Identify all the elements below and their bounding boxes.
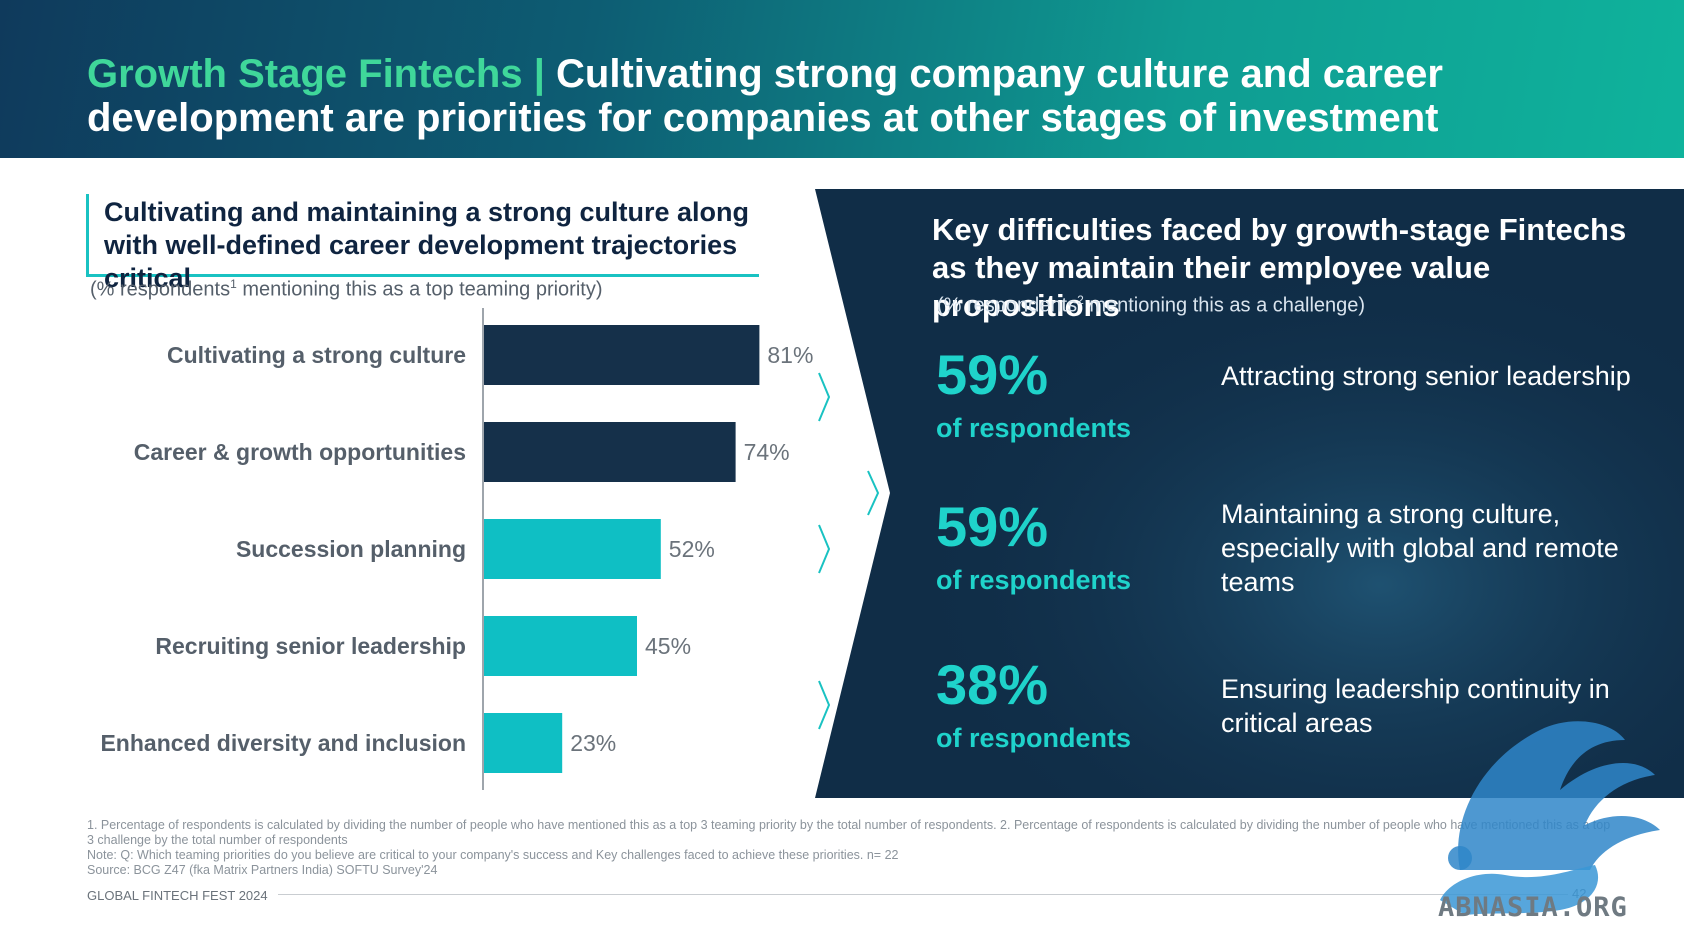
chart-category-label: Recruiting senior leadership (155, 633, 466, 659)
page-title: Growth Stage Fintechs | Cultivating stro… (87, 52, 1537, 140)
footnote-definitions: 1. Percentage of respondents is calculat… (87, 818, 1611, 847)
chevron-right-icon (818, 524, 831, 574)
stat-percentage: 38% (936, 653, 1049, 716)
chart-bar (484, 422, 736, 482)
left-subtitle-post: mentioning this as a top teaming priorit… (236, 278, 603, 301)
left-section-subtitle: (% respondents1 mentioning this as a top… (90, 277, 603, 302)
left-title-frame (86, 194, 759, 277)
chart-value-label: 45% (645, 633, 691, 659)
chart-value-label: 52% (669, 536, 715, 562)
stat-description: Maintaining a strong culture, especially… (1221, 499, 1619, 597)
left-subtitle-footnote-ref: 1 (230, 277, 237, 291)
footnote-source: Source: BCG Z47 (fka Matrix Partners Ind… (87, 863, 438, 877)
chart-category-label: Career & growth opportunities (134, 439, 466, 465)
panel-arrow-chevron-icon (867, 470, 880, 516)
panel-subtitle: (% respondents2 mentioning this as a cha… (937, 293, 1365, 318)
chart-bar (484, 616, 637, 676)
footer-divider (278, 894, 1568, 895)
watermark-logo-icon (1440, 721, 1660, 915)
stat-block: 59% of respondents (936, 497, 1131, 596)
chart-category-label: Cultivating a strong culture (167, 342, 466, 368)
challenges-panel: Key difficulties faced by growth-stage F… (815, 189, 1684, 798)
stat-block: 38% of respondents (936, 655, 1131, 754)
stat-label: of respondents (936, 413, 1132, 443)
stat-percentage: 59% (936, 343, 1049, 406)
page-title-accent: Growth Stage Fintechs | (87, 52, 545, 96)
stat-label: of respondents (936, 565, 1132, 595)
watermark-text: ABNASIA.ORG (1438, 892, 1628, 923)
page-title-text: Cultivating strong company culture and c… (87, 52, 1443, 140)
teaming-priorities-bar-chart: Cultivating a strong culture 81% Career & … (100, 308, 813, 790)
chart-value-label: 23% (570, 730, 616, 756)
chart-category-label: Enhanced diversity and inclusion (100, 730, 466, 756)
header-banner: Growth Stage Fintechs | Cultivating stro… (0, 0, 1684, 158)
footnote-question: Note: Q: Which teaming priorities do you… (87, 848, 899, 862)
panel-subtitle-post: mentioning this as a challenge) (1083, 294, 1366, 317)
chevron-right-icon (818, 372, 831, 422)
panel-subtitle-pre: (% respondents (937, 294, 1078, 317)
stat-description: Ensuring leadership continuity in critic… (1221, 674, 1610, 738)
stat-description: Attracting strong senior leadership (1221, 361, 1631, 391)
chart-bar (484, 325, 760, 385)
panel-subtitle-footnote-ref: 2 (1077, 293, 1084, 307)
chart-category-label: Succession planning (236, 536, 466, 562)
panel-title: Key difficulties faced by growth-stage F… (932, 212, 1627, 323)
panel-glow (815, 189, 1684, 798)
chart-value-label: 81% (767, 342, 813, 368)
chart-bar (484, 519, 661, 579)
chart-bar (484, 713, 563, 773)
stat-block: 59% of respondents (936, 345, 1131, 444)
left-subtitle-pre: (% respondents (90, 278, 231, 301)
stat-label: of respondents (936, 723, 1132, 753)
footnotes: 1. Percentage of respondents is calculat… (87, 818, 1617, 878)
chart-value-label: 74% (744, 439, 790, 465)
stat-percentage: 59% (936, 495, 1049, 558)
panel-background (815, 189, 1684, 798)
left-section-title: Cultivating and maintaining a strong cul… (104, 197, 750, 293)
chevron-right-icon (818, 680, 831, 730)
footer-brand: GLOBAL FINTECH FEST 2024 (87, 888, 268, 903)
